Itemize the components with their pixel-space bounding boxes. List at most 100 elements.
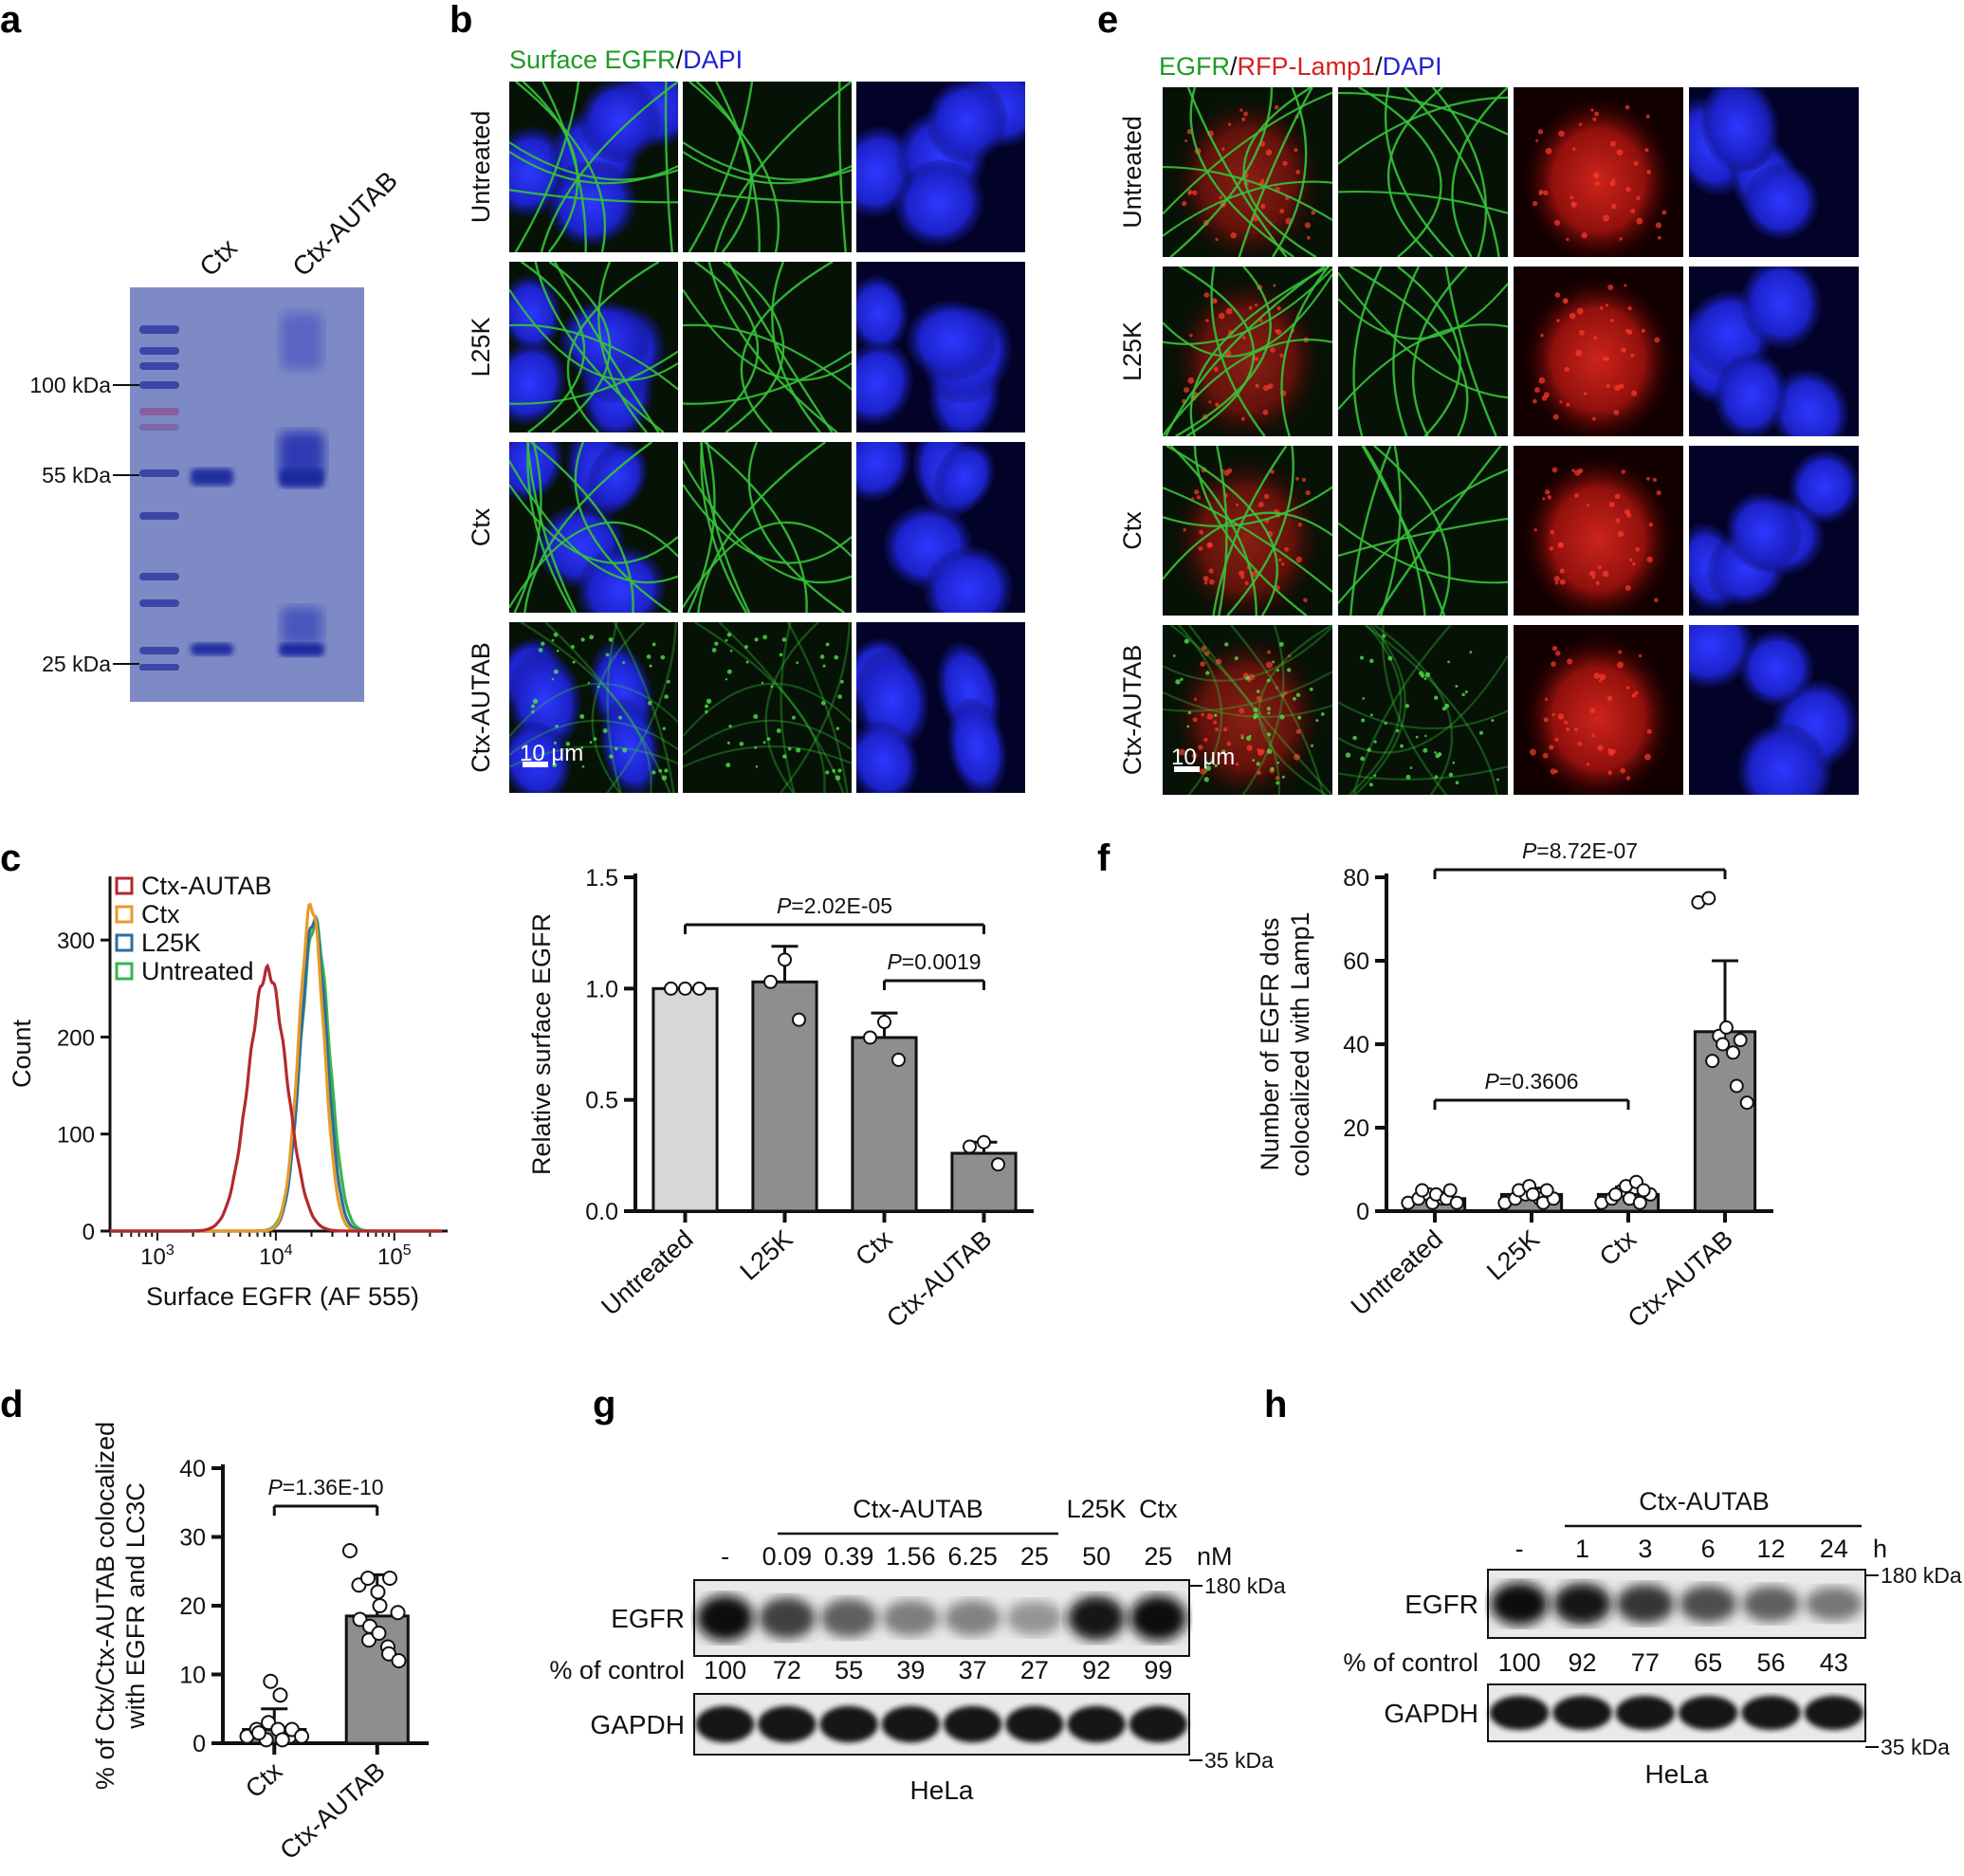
membrane-edge	[566, 262, 660, 432]
membrane-edge	[1230, 625, 1325, 795]
membrane-edge	[606, 622, 622, 793]
egfr-dot	[649, 664, 652, 668]
egfr-dot	[725, 638, 728, 642]
data-point	[1525, 1186, 1540, 1202]
lysosome-dot	[1655, 222, 1662, 229]
egfr-dot	[1345, 752, 1351, 758]
legend-swatch	[115, 876, 134, 895]
lysosome-dot	[1602, 570, 1609, 578]
lysosome-dot	[1617, 661, 1624, 669]
lysosome-dot	[1184, 138, 1188, 142]
lysosome-dot	[1544, 697, 1549, 701]
lysosome-dot	[1183, 527, 1186, 532]
gel-band	[279, 643, 324, 656]
lane-label: 3	[1638, 1535, 1652, 1563]
lysosome-dot	[1645, 114, 1650, 119]
y-tick-label: 20	[179, 1593, 206, 1620]
y-axis-label: Relative surface EGFR	[527, 913, 556, 1175]
micrograph-tile	[1514, 87, 1683, 257]
lysosome-dot	[1616, 149, 1624, 156]
lysosome-dot	[1549, 745, 1554, 750]
egfr-dot	[729, 649, 733, 653]
egfr-dot	[1369, 713, 1373, 717]
gapdh-band	[1129, 1705, 1188, 1743]
lysosome-dot	[1603, 214, 1610, 222]
membrane-edge	[683, 189, 852, 204]
egfr-band	[1129, 1595, 1187, 1641]
lysosome-dot	[1543, 717, 1549, 723]
row-label: % of control	[549, 1656, 685, 1684]
lane-label: 1.56	[886, 1542, 936, 1571]
egfr-dot	[553, 632, 559, 637]
lysosome-dot	[1648, 522, 1654, 527]
tile-content	[1521, 453, 1676, 616]
egfr-dot	[531, 709, 535, 714]
lysosome-dot	[1633, 160, 1639, 166]
nucleus	[1714, 352, 1789, 436]
row-label: EGFR	[1404, 1590, 1478, 1619]
lysosome-dot	[1576, 307, 1584, 315]
lysosome-dot	[1198, 745, 1203, 750]
lysosome-dot	[1595, 580, 1600, 586]
tile-content	[1338, 446, 1508, 616]
lysosome-dot	[1575, 349, 1583, 357]
gapdh-band	[819, 1705, 878, 1743]
p-value-label: P=2.02E-05	[777, 893, 892, 918]
lysosome-dot	[1240, 733, 1244, 738]
membrane-edge	[1338, 469, 1508, 604]
histogram-curve	[110, 963, 442, 1233]
lysosome-dot	[1593, 672, 1600, 679]
micrograph-tile	[1338, 267, 1508, 436]
lysosome-dot	[1574, 493, 1579, 498]
tile-background	[1338, 625, 1508, 795]
membrane-edge	[1163, 486, 1332, 527]
egfr-dot	[1221, 749, 1226, 754]
panel-label-c: c	[0, 837, 21, 879]
x-tick-label: 103	[140, 1242, 174, 1270]
egfr-dot	[1448, 772, 1454, 778]
lysosome-dot	[1227, 122, 1232, 127]
lysosome-dot	[1295, 476, 1299, 481]
membrane-edge	[1338, 765, 1508, 781]
lysosome-dot	[1240, 575, 1245, 579]
data-point	[1449, 1195, 1464, 1210]
tile-content	[1689, 625, 1859, 795]
tile-content	[683, 622, 852, 793]
egfr-dot	[822, 664, 826, 668]
lysosome-dot	[1620, 767, 1626, 774]
membrane-edge	[509, 682, 678, 738]
lysosome-dot	[1226, 741, 1232, 746]
marker-label: 100 kDa	[29, 373, 111, 397]
nucleus	[924, 546, 1013, 613]
egfr-dot	[726, 741, 730, 745]
legend-label: Ctx-AUTAB	[141, 872, 272, 900]
lysosome-dot	[1179, 748, 1185, 756]
lysosome-dot	[1553, 219, 1561, 226]
lysosome-dot	[1192, 190, 1198, 196]
legend-swatch	[115, 962, 134, 981]
micrograph-tile	[856, 442, 1025, 613]
membrane-edge	[1352, 267, 1383, 436]
legend-swatch	[115, 933, 134, 952]
egfr-band	[882, 1599, 940, 1637]
membrane-edge	[1163, 267, 1332, 345]
gel-band	[191, 643, 233, 655]
panel-b-title: Surface EGFR/DAPI	[509, 46, 743, 74]
marker-label: 35 kDa	[1881, 1735, 1950, 1759]
micrograph-tile	[683, 82, 852, 252]
egfr-dot	[762, 635, 768, 640]
egfr-dot	[706, 698, 712, 705]
lysosome-dot	[1213, 366, 1219, 373]
membrane-edge	[1338, 654, 1508, 754]
gel-smear	[281, 607, 322, 645]
data-point	[778, 952, 792, 967]
tile-content	[683, 82, 852, 252]
panel-h-western-blot: Ctx-AUTAB - 1 3 6 12 24 h EGFR % of control GAPDH 1…	[1343, 1487, 1961, 1789]
lysosome-dot	[1632, 561, 1636, 566]
egfr-dot	[538, 648, 543, 653]
membrane-edge	[713, 82, 852, 252]
micrograph-tile	[1163, 446, 1332, 616]
membrane-edge	[521, 262, 586, 432]
lysosome-dot	[1579, 329, 1585, 336]
lysosome-dot	[1192, 717, 1198, 723]
